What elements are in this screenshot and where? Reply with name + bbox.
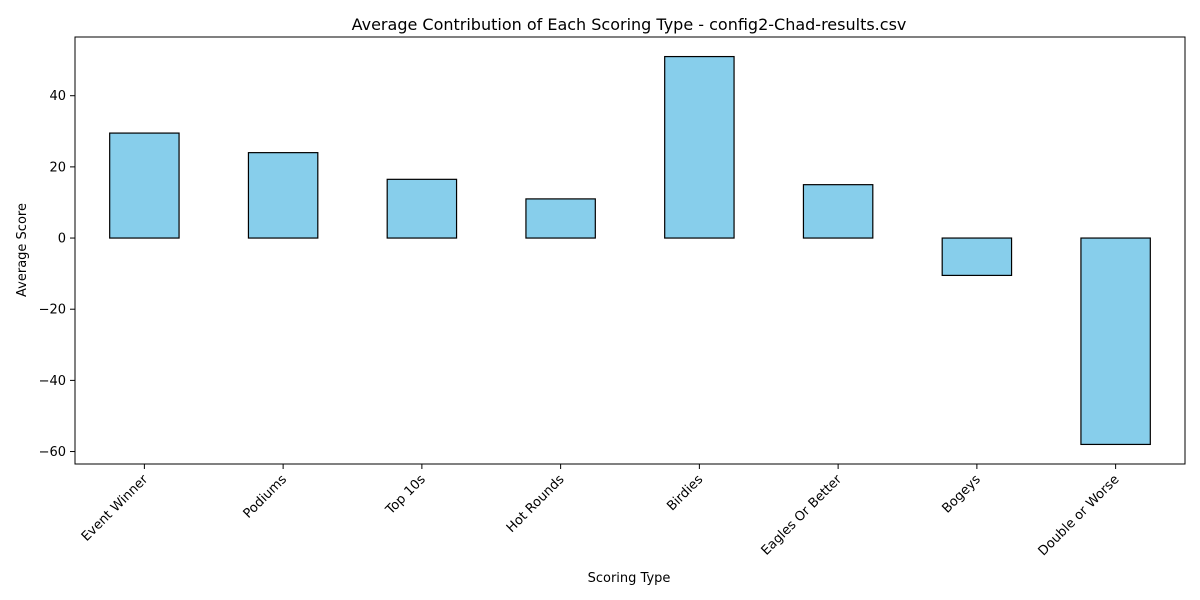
x-tick-label: Hot Rounds bbox=[504, 472, 568, 536]
bar bbox=[1080, 237, 1151, 446]
y-tick-label: 0 bbox=[58, 232, 66, 247]
y-axis-label: Average Score bbox=[15, 203, 30, 297]
y-tick-label: −40 bbox=[39, 374, 66, 389]
y-tick-label: −20 bbox=[39, 303, 66, 318]
x-tick-label: Double or Worse bbox=[1036, 472, 1123, 559]
x-tick-label: Top 10s bbox=[382, 472, 428, 518]
y-tick-label: 20 bbox=[49, 160, 66, 175]
x-tick-label: Birdies bbox=[664, 472, 706, 514]
y-tick-label: −60 bbox=[39, 445, 66, 460]
plot-frame bbox=[74, 36, 1186, 465]
bar bbox=[525, 198, 596, 239]
bar bbox=[802, 184, 874, 239]
bar bbox=[941, 237, 1013, 277]
x-tick-label: Event Winner bbox=[79, 472, 152, 545]
plot-area: 40 20 0 −20 −40 −60 Event Winner Podiums Top 10s… bbox=[39, 36, 1186, 559]
bar bbox=[664, 55, 735, 239]
x-tick-label: Eagles Or Better bbox=[759, 472, 846, 559]
chart-title: Average Contribution of Each Scoring Typ… bbox=[352, 15, 907, 34]
x-tick-label: Podiums bbox=[241, 472, 291, 522]
y-tick-label: 40 bbox=[49, 89, 66, 104]
bar bbox=[247, 152, 319, 239]
x-axis-label: Scoring Type bbox=[588, 571, 671, 586]
bar bbox=[109, 132, 180, 239]
x-tick-label: Bogeys bbox=[939, 472, 983, 516]
bar bbox=[386, 178, 458, 239]
